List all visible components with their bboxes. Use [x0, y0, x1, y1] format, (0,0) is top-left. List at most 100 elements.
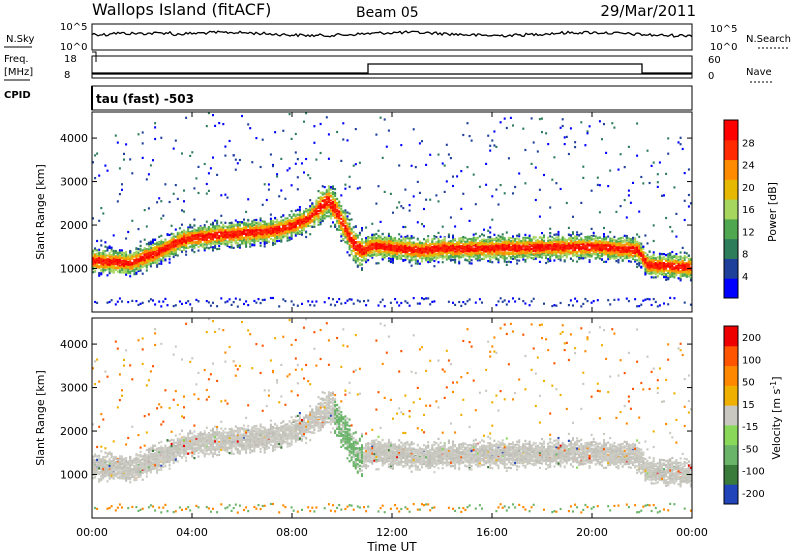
range-cell: [375, 254, 378, 257]
range-cell: [389, 251, 392, 254]
range-cell: [402, 236, 405, 240]
range-cell: [456, 243, 459, 246]
range-cell: [348, 218, 351, 222]
range-cell: [327, 204, 330, 207]
range-cell: [106, 268, 109, 271]
range-cell: [139, 248, 142, 251]
range-cell: [127, 261, 130, 264]
range-cell: [166, 304, 169, 307]
range-cell: [189, 236, 192, 239]
range-cell: [332, 211, 334, 214]
range-cell: [309, 199, 312, 202]
range-cell: [369, 247, 372, 250]
range-cell: [394, 244, 397, 247]
range-cell: [201, 228, 204, 231]
range-cell: [414, 255, 417, 258]
range-cell: [282, 236, 285, 239]
range-cell: [416, 302, 419, 305]
range-cell: [431, 238, 434, 241]
range-cell: [334, 216, 337, 219]
range-cell: [156, 254, 159, 257]
range-cell: [358, 246, 361, 249]
range-cell: [280, 189, 283, 192]
range-cell: [216, 239, 219, 242]
range-cell: [228, 222, 231, 225]
range-cell: [435, 252, 438, 256]
range-cell: [172, 233, 175, 236]
range-cell: [284, 300, 287, 303]
range-cell: [234, 230, 237, 233]
range-cell: [452, 258, 454, 262]
range-cell: [377, 253, 380, 256]
range-cell: [431, 251, 434, 254]
range-cell: [251, 232, 254, 235]
range-cell: [232, 228, 235, 231]
range-cell: [98, 266, 101, 269]
range-cell: [414, 262, 417, 265]
range-cell: [346, 242, 349, 245]
range-cell: [230, 230, 233, 233]
range-cell: [212, 241, 214, 244]
range-cell: [191, 231, 194, 234]
range-cell: [274, 227, 277, 231]
range-cell: [129, 265, 132, 268]
range-cell: [261, 138, 264, 141]
range-cell: [212, 156, 214, 159]
range-cell: [352, 256, 355, 259]
range-cell: [154, 303, 157, 306]
range-cell: [100, 239, 103, 242]
range-cell: [363, 247, 365, 250]
range-cell: [329, 212, 332, 215]
range-cell: [110, 261, 113, 264]
range-cell: [433, 265, 436, 268]
range-cell: [375, 249, 378, 253]
range-cell: [166, 242, 169, 245]
range-cell: [402, 250, 405, 253]
range-cell: [398, 243, 401, 246]
range-cell: [259, 217, 262, 220]
range-cell: [406, 234, 409, 237]
range-cell: [435, 194, 438, 197]
range-cell: [323, 211, 326, 214]
range-cell: [445, 180, 448, 183]
range-cell: [253, 231, 256, 234]
range-cell: [375, 243, 378, 246]
frequency-panel: Freq. [MHz] 18 8 60 0 Nave CPID: [4, 54, 772, 101]
range-cell: [309, 177, 312, 180]
range-cell: [387, 259, 390, 263]
range-cell: [454, 244, 457, 247]
range-cell: [123, 266, 125, 269]
range-cell: [224, 236, 227, 239]
range-cell: [352, 245, 355, 248]
range-cell: [410, 264, 413, 267]
range-cell: [174, 253, 177, 257]
range-cell: [249, 239, 252, 242]
range-cell: [220, 242, 223, 245]
range-cell: [205, 231, 208, 234]
range-cell: [224, 240, 227, 243]
range-cell: [216, 236, 219, 239]
range-cell: [154, 254, 157, 257]
range-cell: [108, 300, 111, 304]
range-cell: [108, 265, 111, 268]
range-cell: [296, 231, 299, 235]
range-cell: [156, 251, 159, 254]
range-cell: [236, 162, 239, 165]
range-cell: [191, 226, 194, 229]
range-cell: [402, 245, 405, 248]
range-cell: [245, 236, 248, 239]
range-cell: [418, 244, 421, 247]
range-cell: [325, 190, 328, 194]
range-cell: [164, 245, 167, 248]
range-cell: [340, 194, 343, 197]
range-cell: [340, 302, 343, 305]
range-cell: [334, 224, 337, 227]
range-cell: [226, 241, 229, 244]
range-cell: [187, 226, 190, 229]
range-cell: [160, 200, 163, 203]
range-cell: [365, 240, 368, 243]
range-cell: [205, 228, 208, 231]
range-cell: [425, 245, 428, 249]
range-cell: [187, 300, 190, 303]
range-cell: [108, 246, 111, 249]
